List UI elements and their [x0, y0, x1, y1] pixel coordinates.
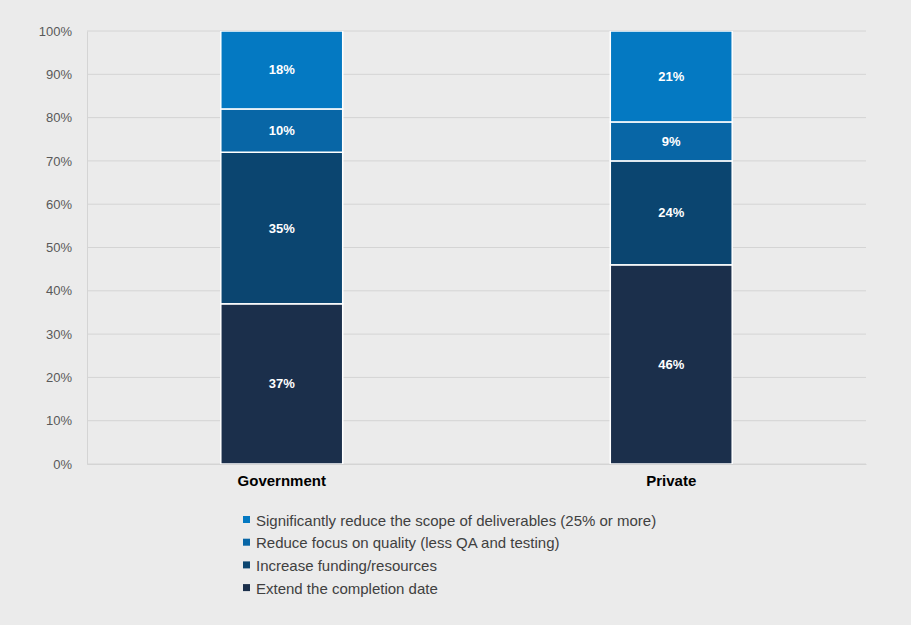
grid-line	[87, 204, 866, 205]
data-labels: 37% 46% 35% 24% 10% 9% 18% 21%	[269, 62, 685, 391]
y-tick-label: 0%	[53, 457, 72, 472]
bar-segment	[610, 161, 732, 265]
y-tick: 80%	[46, 110, 87, 125]
grid-line	[87, 31, 866, 32]
x-tick-label: Government	[238, 472, 326, 489]
data-label: 46%	[658, 357, 684, 372]
legend-label: Increase funding/resources	[256, 557, 437, 574]
grid-line	[87, 290, 866, 291]
x-tick: Private	[646, 464, 696, 489]
data-label: 10%	[269, 123, 295, 138]
grid-line	[87, 420, 866, 421]
x-tick: Government	[238, 464, 326, 489]
y-tick-label: 90%	[46, 67, 72, 82]
y-tick-label: 30%	[46, 327, 72, 342]
chart: 0%10%20%30%40%50%60%70%80%90%100%37%46%3…	[0, 0, 911, 625]
legend-label: Significantly reduce the scope of delive…	[256, 512, 656, 529]
bar-segment	[610, 31, 732, 122]
bars	[221, 31, 732, 464]
y-tick: 50%	[46, 240, 87, 255]
y-tick: 60%	[46, 197, 87, 212]
y-axis-line	[87, 32, 88, 465]
y-axis: 0% 10% 20% 30% 40% 50% 60% 70% 80% 90% 100%	[39, 24, 88, 472]
data-label: 37%	[269, 376, 295, 391]
plot: 0%10%20%30%40%50%60%70%80%90%100%37%46%3…	[39, 24, 867, 489]
grid-line	[87, 464, 866, 465]
bar-segment	[221, 109, 343, 152]
legend-label: Reduce focus on quality (less QA and tes…	[256, 534, 560, 551]
bar-segment	[221, 152, 343, 304]
legend-swatch	[243, 584, 250, 591]
y-tick-label: 60%	[46, 197, 72, 212]
grid	[87, 31, 866, 464]
bar-segment	[610, 122, 732, 161]
legend-swatch	[243, 539, 250, 546]
y-tick-label: 10%	[46, 413, 72, 428]
data-label: 21%	[658, 69, 684, 84]
data-label: 35%	[269, 221, 295, 236]
grid-line	[87, 117, 866, 118]
x-axis: Government Private	[88, 464, 867, 489]
grid-line	[87, 334, 866, 335]
y-tick-label: 70%	[46, 154, 72, 169]
x-tick-label: Private	[646, 472, 696, 489]
y-tick: 70%	[46, 154, 87, 169]
grid-line	[87, 160, 866, 161]
grid-line	[87, 377, 866, 378]
legend-label: Extend the completion date	[256, 580, 438, 597]
y-tick-label: 80%	[46, 110, 72, 125]
y-tick: 0%	[53, 457, 87, 472]
y-tick-label: 40%	[46, 283, 72, 298]
data-label: 9%	[662, 134, 681, 149]
y-tick: 20%	[46, 370, 87, 385]
grid-line	[87, 247, 866, 248]
y-tick-label: 20%	[46, 370, 72, 385]
legend: Significantly reduce the scope of delive…	[243, 512, 656, 597]
y-tick-label: 50%	[46, 240, 72, 255]
y-tick: 90%	[46, 67, 87, 82]
legend-swatch	[243, 516, 250, 523]
data-label: 24%	[658, 205, 684, 220]
bar-segment	[221, 31, 343, 109]
y-tick: 30%	[46, 327, 87, 342]
y-tick-label: 100%	[39, 24, 73, 39]
grid-line	[87, 74, 866, 75]
legend-swatch	[243, 561, 250, 568]
bar-segment	[610, 265, 732, 464]
bar-segment	[221, 304, 343, 464]
data-label: 18%	[269, 62, 295, 77]
y-tick: 10%	[46, 413, 87, 428]
x-axis-line	[88, 464, 867, 465]
y-tick: 100%	[39, 24, 87, 39]
y-tick: 40%	[46, 283, 87, 298]
